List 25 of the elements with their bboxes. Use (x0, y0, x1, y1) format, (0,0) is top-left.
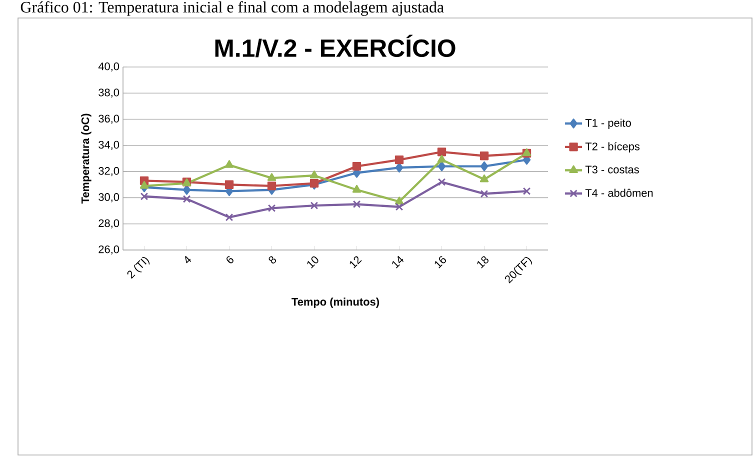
x-tick-label: 16 (434, 256, 446, 268)
x-tick-label: 8 (268, 256, 276, 264)
y-tick-label: 30,0 (98, 193, 120, 202)
x-tick-label: 18 (477, 256, 489, 268)
y-axis-title: Temperatura (oC) (81, 114, 92, 204)
y-tick-label: 38,0 (98, 88, 120, 98)
chart-title: M.1/V.2 - EXERCÍCIO (215, 34, 456, 58)
text: Gráfico 01: Temperatura inicial e final com a modelagem ajustada (20, 1, 444, 16)
y-tick-label: 36,0 (98, 114, 120, 124)
legend-label: T2 - bíceps (585, 142, 640, 152)
y-tick-label: 26,0 (98, 245, 120, 255)
x-axis-title: Tempo (minutos) (292, 298, 379, 308)
y-tick-label: 32,0 (98, 167, 120, 176)
x-tick-label: 4 (185, 256, 192, 264)
legend-label: T1 - peito (585, 118, 631, 129)
y-tick-label: 28,0 (98, 219, 120, 228)
x-tick-label: 10 (307, 256, 318, 268)
x-tick-label: 2 (TI) (127, 256, 150, 279)
x-tick-label: 6 (226, 256, 234, 264)
x-tick-label: 12 (350, 256, 362, 268)
x-tick-label: 14 (392, 256, 404, 268)
y-tick-label: 40,0 (98, 62, 120, 72)
legend-label: T4 - abdômen (585, 188, 653, 197)
legend-label: T3 - costas (585, 166, 639, 174)
y-tick-label: 34,0 (98, 140, 120, 150)
